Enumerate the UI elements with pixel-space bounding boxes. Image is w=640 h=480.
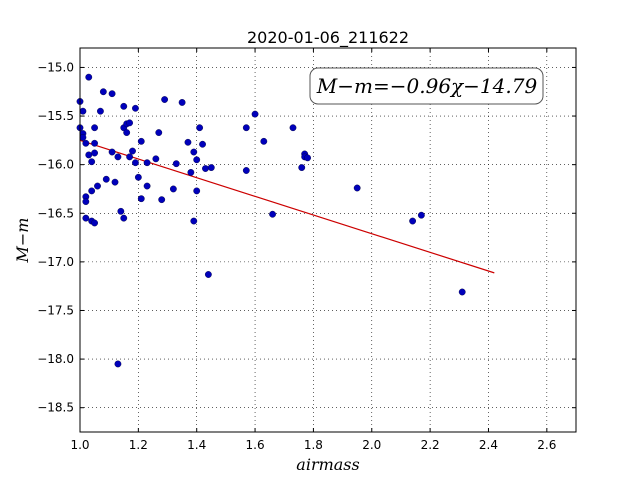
equation-box	[309, 67, 544, 105]
data-point	[126, 119, 134, 127]
x-tick-label: 1.4	[187, 438, 206, 452]
data-point	[114, 360, 122, 368]
data-point	[169, 185, 177, 193]
data-point	[137, 137, 145, 145]
data-point	[152, 155, 160, 163]
data-point	[207, 164, 215, 171]
data-point	[409, 217, 417, 225]
data-point	[102, 175, 110, 183]
y-tick-label: −18.5	[37, 401, 74, 415]
y-axis-label: M−m	[13, 218, 32, 264]
data-point	[190, 148, 198, 156]
data-point	[111, 178, 119, 186]
data-point	[132, 159, 139, 167]
data-point	[99, 88, 107, 96]
data-point	[137, 195, 145, 203]
data-point	[88, 187, 96, 195]
data-point	[353, 184, 361, 192]
data-point	[117, 207, 125, 215]
data-point	[458, 288, 466, 296]
data-point	[126, 153, 134, 161]
data-point	[129, 147, 136, 155]
y-tick-label: −15.0	[37, 60, 74, 74]
x-tick-label: 1.8	[304, 438, 323, 452]
data-point	[204, 271, 212, 278]
data-point	[304, 154, 311, 162]
data-point	[91, 124, 98, 132]
y-tick-label: −17.0	[37, 255, 74, 269]
data-point	[158, 196, 166, 204]
data-point	[172, 160, 180, 168]
data-point	[123, 129, 131, 136]
data-point	[143, 159, 151, 167]
y-tick-label: −17.5	[37, 303, 74, 317]
data-point	[97, 107, 104, 115]
data-point	[91, 219, 98, 227]
data-point	[242, 124, 250, 132]
x-tick-label: 1.0	[70, 438, 89, 452]
data-point	[242, 167, 250, 174]
ticks-layer: 1.0 1.2 1.4 1.6 1.8 2.0 2.2 2.4 2.6 −15.0 −15.5 −16…	[37, 48, 576, 452]
x-tick-label: 1.2	[129, 438, 148, 452]
data-point	[88, 158, 96, 166]
data-point	[108, 90, 116, 98]
data-point	[155, 129, 163, 136]
data-point	[79, 107, 87, 115]
data-point	[114, 153, 122, 161]
data-point	[190, 217, 198, 225]
data-point	[199, 140, 206, 148]
data-point	[260, 137, 268, 145]
plot-frame	[79, 47, 577, 433]
data-point	[184, 138, 192, 146]
x-tick-label: 2.6	[537, 438, 556, 452]
data-point	[91, 149, 98, 157]
data-point	[132, 104, 139, 112]
data-point	[108, 148, 116, 156]
data-point	[120, 214, 128, 222]
x-tick-label: 2.2	[421, 438, 440, 452]
data-point	[193, 156, 201, 164]
data-point	[193, 187, 201, 195]
data-point	[417, 211, 425, 219]
x-axis-label: airmass	[296, 455, 359, 474]
data-point	[178, 99, 186, 106]
data-point	[289, 124, 297, 132]
data-point	[251, 110, 259, 118]
data-point	[85, 151, 93, 159]
data-point	[196, 124, 204, 132]
data-point	[82, 198, 90, 206]
x-tick-label: 2.4	[479, 438, 498, 452]
data-point	[82, 139, 90, 147]
data-point	[85, 73, 93, 81]
data-point	[94, 182, 101, 190]
chart-title: 2020-01-06_211622	[247, 28, 409, 48]
data-point	[143, 182, 151, 190]
y-tick-label: −16.5	[37, 206, 74, 220]
data-point	[82, 214, 90, 222]
x-tick-label: 1.6	[246, 438, 265, 452]
data-point	[269, 210, 276, 218]
data-point	[187, 169, 195, 176]
data-points-layer	[76, 73, 466, 368]
data-point	[134, 173, 142, 181]
data-point	[91, 139, 98, 147]
equation-annotation: M−m=−0.96χ−14.79	[316, 74, 538, 98]
data-point	[202, 165, 209, 172]
data-point	[298, 164, 306, 171]
y-tick-label: −15.5	[37, 109, 74, 123]
data-point	[79, 134, 87, 141]
y-tick-label: −16.0	[37, 158, 74, 172]
data-point	[161, 96, 169, 103]
data-point	[120, 102, 128, 110]
x-tick-label: 2.0	[362, 438, 381, 452]
y-tick-label: −18.0	[37, 352, 74, 366]
